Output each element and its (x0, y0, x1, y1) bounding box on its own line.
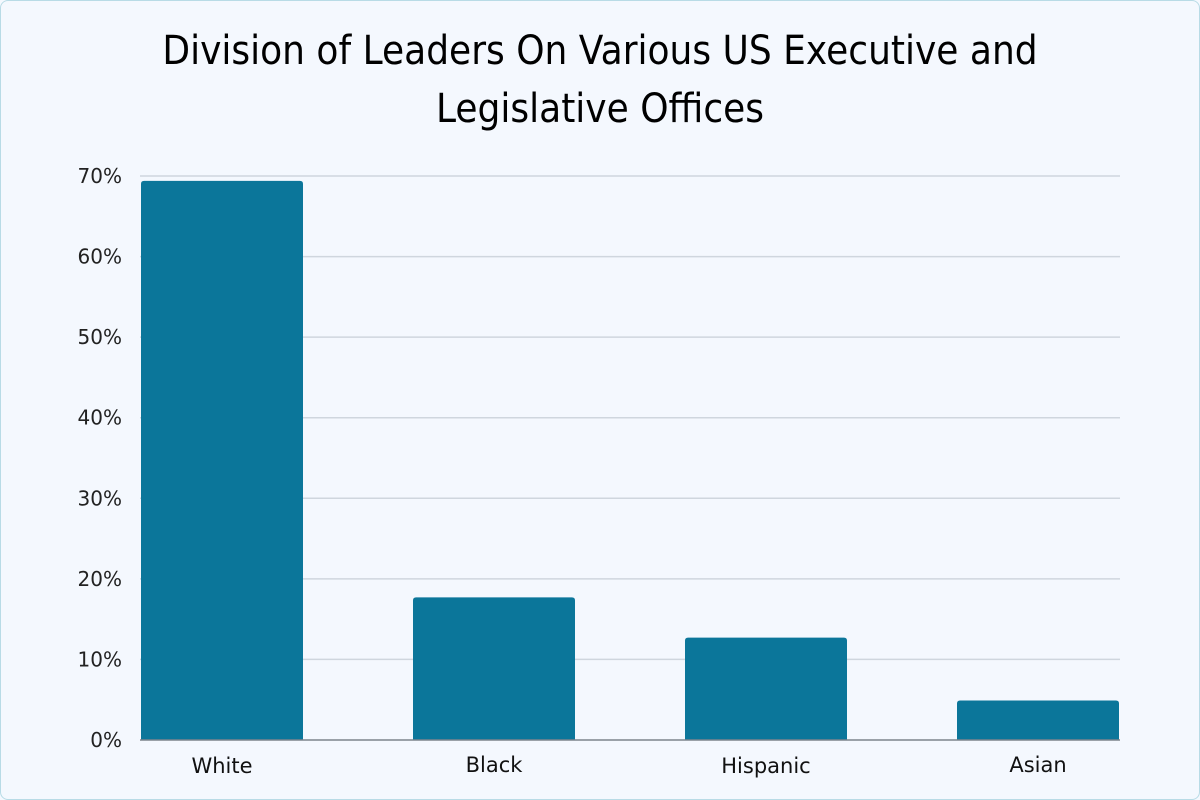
bar-white (141, 180, 303, 740)
y-tick-label: 50% (78, 325, 122, 349)
bar-asian (957, 700, 1119, 740)
x-tick-label: Black (466, 753, 524, 777)
chart-title-line-2: Legislative Offices (435, 86, 765, 132)
chart-title-line-1: Division of Leaders On Various US Execut… (162, 28, 1038, 74)
y-tick-label: 30% (78, 486, 122, 510)
y-tick-label: 0% (90, 728, 122, 752)
x-tick-label: Asian (1009, 753, 1066, 777)
y-tick-label: 20% (78, 567, 122, 591)
y-tick-label: 40% (78, 406, 122, 430)
bar-black (413, 597, 575, 740)
x-tick-label: Hispanic (721, 754, 810, 778)
chart-title: Division of Leaders On Various US Execut… (60, 22, 1140, 138)
y-tick-label: 10% (78, 647, 122, 671)
x-tick-label: White (191, 754, 252, 778)
y-tick-label: 60% (78, 245, 122, 269)
bar-hispanic (685, 637, 847, 740)
y-tick-label: 70% (78, 164, 122, 188)
